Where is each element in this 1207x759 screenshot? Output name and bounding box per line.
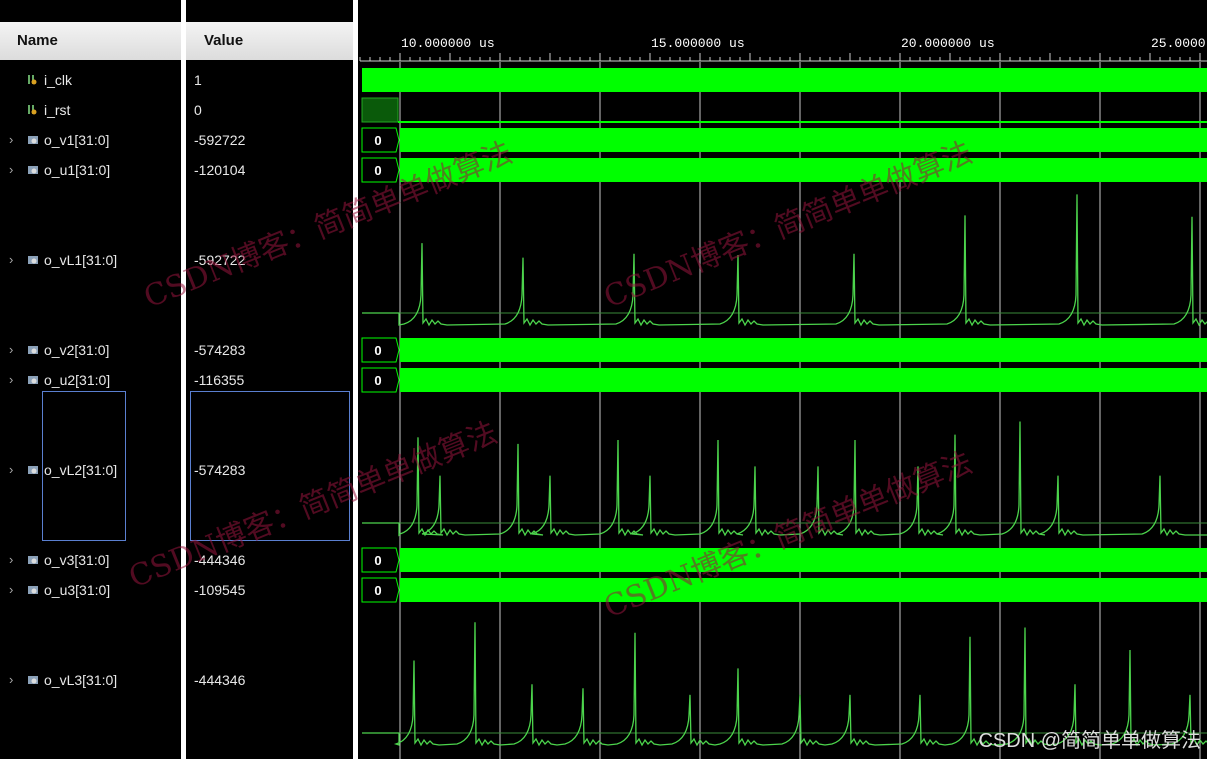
value-text: 0 bbox=[194, 102, 202, 118]
bit-signal-icon bbox=[28, 75, 37, 85]
value-text: -120104 bbox=[194, 162, 246, 178]
waveform-o_u1[interactable]: 0 bbox=[361, 157, 1207, 183]
signal-name: i_rst bbox=[44, 102, 71, 118]
waveform-o_vL2[interactable] bbox=[362, 421, 1207, 537]
expand-chevron-icon[interactable]: › bbox=[9, 372, 14, 387]
analog-trace bbox=[362, 421, 1207, 537]
expand-chevron-icon[interactable]: › bbox=[9, 582, 14, 597]
signal-name: o_v3[31:0] bbox=[44, 552, 110, 568]
signal-name: o_vL1[31:0] bbox=[44, 252, 118, 268]
expand-chevron-icon[interactable]: › bbox=[9, 552, 14, 567]
waveform-i_rst[interactable] bbox=[361, 97, 1207, 123]
expand-chevron-icon[interactable]: › bbox=[9, 132, 14, 147]
analog-trace bbox=[362, 194, 1207, 327]
column-divider[interactable] bbox=[181, 0, 186, 759]
bus-init-value: 0 bbox=[374, 163, 381, 178]
bus-init-value: 0 bbox=[374, 133, 381, 148]
signal-row[interactable]: › o_vL1[31:0] bbox=[0, 250, 181, 270]
value-text: -592722 bbox=[194, 132, 246, 148]
name-header[interactable]: Name bbox=[0, 22, 181, 60]
bus-init-value: 0 bbox=[374, 583, 381, 598]
bus-signal-icon bbox=[28, 166, 38, 174]
signal-name: o_vL2[31:0] bbox=[44, 462, 118, 478]
signal-value: -574283 bbox=[186, 340, 353, 360]
signal-name: o_u1[31:0] bbox=[44, 162, 111, 178]
value-text: -592722 bbox=[194, 252, 246, 268]
waveform-pane[interactable]: 10.000000 us 15.000000 us 20.000000 us 25.0… bbox=[358, 0, 1207, 759]
bus-init-value: 0 bbox=[374, 343, 381, 358]
bus-signal-icon bbox=[28, 586, 38, 594]
expand-chevron-icon[interactable]: › bbox=[9, 672, 14, 687]
signal-name: o_v1[31:0] bbox=[44, 132, 110, 148]
signal-value: -444346 bbox=[186, 550, 353, 570]
time-label: 20.000000 us bbox=[901, 36, 995, 51]
credit-watermark: CSDN @简简单单做算法 bbox=[978, 730, 1201, 752]
bus-signal-icon bbox=[28, 676, 38, 684]
bus-signal-icon bbox=[28, 346, 38, 354]
waveform-o_v1[interactable]: 0 bbox=[361, 127, 1207, 153]
waveform-o_u2[interactable]: 0 bbox=[361, 367, 1207, 393]
signal-row[interactable]: › o_v1[31:0] bbox=[0, 130, 181, 150]
analog-trace bbox=[362, 622, 1207, 747]
signal-row[interactable]: › o_v3[31:0] bbox=[0, 550, 181, 570]
value-text: -574283 bbox=[194, 462, 246, 478]
signal-value: -592722 bbox=[186, 130, 353, 150]
expand-chevron-icon[interactable]: › bbox=[9, 162, 14, 177]
signal-value: -444346 bbox=[186, 670, 353, 690]
value-column: Value 1 0 -592722 -120104 -592722 -574283 -116… bbox=[186, 0, 353, 759]
waveform-o_v2[interactable]: 0 bbox=[361, 337, 1207, 363]
bus-signal-icon bbox=[28, 256, 38, 264]
signal-row[interactable]: › o_vL3[31:0] bbox=[0, 670, 181, 690]
signal-row[interactable]: › o_v2[31:0] bbox=[0, 340, 181, 360]
name-column: Name i_clk i_rst › o_v1[31:0] › o_u1[31:0] › o_… bbox=[0, 0, 181, 759]
waveform-o_vL3[interactable] bbox=[362, 622, 1207, 747]
waveform-o_vL1[interactable] bbox=[362, 194, 1207, 327]
signal-name: o_v2[31:0] bbox=[44, 342, 110, 358]
value-text: 1 bbox=[194, 72, 202, 88]
signal-row[interactable]: i_rst bbox=[0, 100, 181, 120]
signal-value: 1 bbox=[186, 70, 353, 90]
bit-signal-icon bbox=[28, 105, 37, 115]
signal-value: 0 bbox=[186, 100, 353, 120]
bus-init-value: 0 bbox=[374, 553, 381, 568]
time-label: 25.0000 bbox=[1151, 36, 1206, 51]
signal-name: o_u3[31:0] bbox=[44, 582, 111, 598]
waveform-o_v3[interactable]: 0 bbox=[361, 547, 1207, 573]
pane-divider[interactable] bbox=[353, 0, 358, 759]
bus-signal-icon bbox=[28, 136, 38, 144]
signal-value: -109545 bbox=[186, 580, 353, 600]
time-label: 10.000000 us bbox=[401, 36, 495, 51]
signal-name: o_u2[31:0] bbox=[44, 372, 111, 388]
selection-box-value bbox=[190, 391, 350, 541]
signal-name: i_clk bbox=[44, 72, 73, 88]
bus-init-value: 0 bbox=[374, 373, 381, 388]
bus-signal-icon bbox=[28, 556, 38, 564]
value-text: -444346 bbox=[194, 552, 246, 568]
signal-value: -574283 bbox=[186, 460, 353, 480]
selection-box-name bbox=[42, 391, 126, 541]
expand-chevron-icon[interactable]: › bbox=[9, 252, 14, 267]
bus-signal-icon bbox=[28, 376, 38, 384]
signal-row[interactable]: › o_vL2[31:0] bbox=[0, 460, 181, 480]
expand-chevron-icon[interactable]: › bbox=[9, 462, 14, 477]
signal-row[interactable]: › o_u1[31:0] bbox=[0, 160, 181, 180]
signal-row[interactable]: › o_u2[31:0] bbox=[0, 370, 181, 390]
signal-name: o_vL3[31:0] bbox=[44, 672, 118, 688]
expand-chevron-icon[interactable]: › bbox=[9, 342, 14, 357]
signal-row[interactable]: › o_u3[31:0] bbox=[0, 580, 181, 600]
bus-signal-icon bbox=[28, 466, 38, 474]
signal-row[interactable]: i_clk bbox=[0, 70, 181, 90]
time-label: 15.000000 us bbox=[651, 36, 745, 51]
value-header[interactable]: Value bbox=[186, 22, 353, 60]
time-ruler[interactable]: 10.000000 us 15.000000 us 20.000000 us 25.0… bbox=[359, 36, 1207, 62]
value-text: -116355 bbox=[194, 372, 245, 388]
value-text: -574283 bbox=[194, 342, 246, 358]
value-text: -109545 bbox=[194, 582, 246, 598]
waveform-i_clk[interactable] bbox=[362, 68, 1207, 92]
waveform-o_u3[interactable]: 0 bbox=[361, 577, 1207, 603]
value-text: -444346 bbox=[194, 672, 246, 688]
signal-value: -592722 bbox=[186, 250, 353, 270]
signal-value: -116355 bbox=[186, 370, 353, 390]
signal-value: -120104 bbox=[186, 160, 353, 180]
